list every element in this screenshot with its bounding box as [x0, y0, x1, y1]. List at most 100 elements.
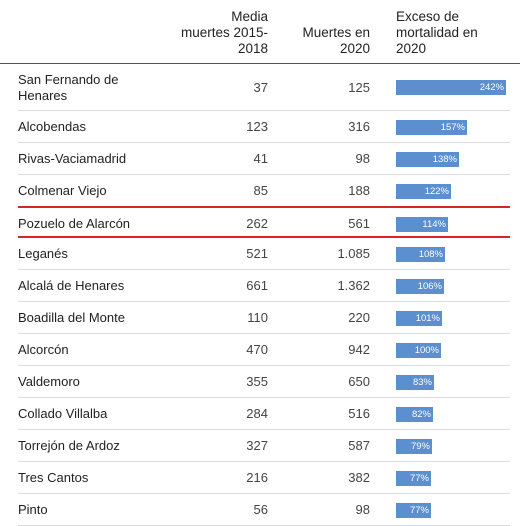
row-exceso-cell: 77%: [396, 502, 506, 518]
exceso-bar-label: 79%: [410, 440, 430, 452]
table-row: Boadilla del Monte 110 220 101%: [18, 302, 510, 334]
exceso-bar: 77%: [396, 470, 431, 486]
row-exceso-cell: 100%: [396, 342, 506, 358]
row-muertes-value: 561: [348, 216, 370, 231]
row-media-value: 216: [246, 470, 268, 485]
table-row: Leganés 521 1.085 108%: [18, 238, 510, 270]
row-media-value: 661: [246, 278, 268, 293]
table-row: Collado Villalba 284 516 82%: [18, 398, 510, 430]
row-media-value: 355: [246, 374, 268, 389]
row-muertes-value: 382: [348, 470, 370, 485]
row-exceso-cell: 82%: [396, 406, 506, 422]
row-exceso-cell: 106%: [396, 278, 506, 294]
exceso-bar-label: 108%: [418, 248, 443, 260]
row-exceso-cell: 138%: [396, 151, 506, 167]
exceso-bar-label: 100%: [414, 344, 439, 356]
row-muertes-value: 1.362: [337, 278, 370, 293]
exceso-bar: 82%: [396, 406, 433, 422]
row-muertes-value: 650: [348, 374, 370, 389]
row-exceso-cell: 122%: [396, 183, 506, 199]
row-muertes-value: 516: [348, 406, 370, 421]
exceso-bar: 138%: [396, 151, 459, 167]
table-row: Pinto 56 98 77%: [18, 494, 510, 526]
table-row: Colmenar Viejo 85 188 122%: [18, 175, 510, 207]
exceso-bar-label: 106%: [417, 280, 442, 292]
row-media-value: 37: [253, 79, 268, 95]
table-row: Valdemoro 355 650 83%: [18, 366, 510, 398]
table-body: San Fernando de Henares 37 125 242% Alcobend…: [18, 64, 510, 526]
table-row: Torrejón de Ardoz 327 587 79%: [18, 430, 510, 462]
exceso-bar-label: 138%: [432, 153, 457, 165]
row-exceso-cell: 157%: [396, 119, 506, 135]
row-exceso-cell: 242%: [396, 80, 506, 95]
exceso-bar-label: 77%: [409, 472, 429, 484]
row-exceso-cell: 83%: [396, 374, 506, 390]
row-media-value: 41: [253, 151, 268, 166]
row-municipality: Rivas-Vaciamadrid: [18, 151, 127, 166]
table-row: Tres Cantos 216 382 77%: [18, 462, 510, 494]
exceso-bar: 79%: [396, 438, 432, 454]
row-municipality: Torrejón de Ardoz: [18, 438, 120, 453]
header-exceso-mortalidad: Exceso de mortalidad en 2020: [396, 9, 478, 56]
exceso-bar-label: 77%: [409, 504, 429, 516]
exceso-bar: 157%: [396, 119, 467, 135]
row-media-value: 521: [246, 246, 268, 261]
row-exceso-cell: 101%: [396, 310, 506, 326]
row-muertes-value: 587: [348, 438, 370, 453]
table-header: Media muertes 2015- 2018 Muertes en 2020…: [0, 0, 520, 64]
exceso-bar-label: 157%: [440, 121, 465, 133]
table-row: Alcorcón 470 942 100%: [18, 334, 510, 366]
exceso-bar: 101%: [396, 310, 442, 326]
table-row: Rivas-Vaciamadrid 41 98 138%: [18, 143, 510, 175]
header-muertes-2020: Muertes en 2020: [302, 25, 370, 56]
row-media-value: 470: [246, 342, 268, 357]
row-media-value: 123: [246, 119, 268, 134]
row-exceso-cell: 108%: [396, 246, 506, 262]
exceso-bar-label: 82%: [411, 408, 431, 420]
exceso-bar: 106%: [396, 278, 444, 294]
row-municipality: Valdemoro: [18, 374, 80, 389]
row-municipality: Alcorcón: [18, 342, 69, 357]
exceso-bar: 242%: [396, 80, 506, 95]
exceso-bar-label: 242%: [479, 82, 504, 93]
row-media-value: 262: [246, 216, 268, 231]
row-muertes-value: 220: [348, 310, 370, 325]
row-municipality: Pinto: [18, 502, 48, 517]
row-municipality: Alcobendas: [18, 119, 86, 134]
exceso-bar: 83%: [396, 374, 434, 390]
exceso-bar: 100%: [396, 342, 441, 358]
row-municipality: Colmenar Viejo: [18, 183, 107, 198]
row-muertes-value: 98: [355, 502, 370, 517]
row-muertes-value: 188: [348, 183, 370, 198]
row-muertes-value: 316: [348, 119, 370, 134]
row-exceso-cell: 77%: [396, 470, 506, 486]
exceso-bar: 108%: [396, 246, 445, 262]
row-muertes-value: 1.085: [337, 246, 370, 261]
exceso-bar: 122%: [396, 183, 451, 199]
row-media-value: 56: [253, 502, 268, 517]
header-media-muertes: Media muertes 2015- 2018: [180, 9, 268, 56]
table-row: Pozuelo de Alarcón 262 561 114%: [18, 206, 510, 238]
row-municipality: Leganés: [18, 246, 68, 261]
row-municipality: Boadilla del Monte: [18, 310, 125, 325]
exceso-bar-label: 122%: [424, 185, 449, 197]
exceso-bar: 77%: [396, 502, 431, 518]
row-media-value: 85: [253, 183, 268, 198]
table-row: San Fernando de Henares 37 125 242%: [18, 64, 510, 111]
table-row: Alcalá de Henares 661 1.362 106%: [18, 270, 510, 302]
row-municipality: Collado Villalba: [18, 406, 108, 421]
exceso-bar-label: 83%: [412, 376, 432, 388]
exceso-bar-label: 114%: [422, 218, 446, 230]
row-municipality: Alcalá de Henares: [18, 278, 125, 293]
row-exceso-cell: 114%: [396, 216, 506, 232]
row-muertes-value: 125: [348, 79, 370, 95]
exceso-bar-label: 101%: [415, 312, 440, 324]
row-media-value: 327: [246, 438, 268, 453]
table-row: Alcobendas 123 316 157%: [18, 111, 510, 143]
row-municipality: Tres Cantos: [18, 470, 89, 485]
row-exceso-cell: 79%: [396, 438, 506, 454]
row-media-value: 284: [246, 406, 268, 421]
row-muertes-value: 98: [355, 151, 370, 166]
row-media-value: 110: [247, 310, 268, 325]
